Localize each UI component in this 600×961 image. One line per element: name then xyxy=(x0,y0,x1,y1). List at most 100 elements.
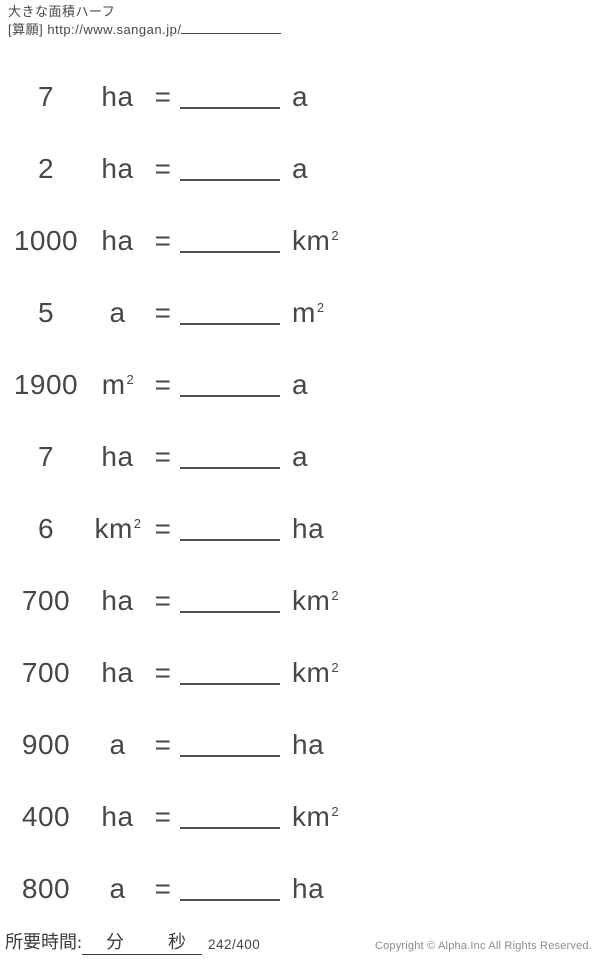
answer-blank xyxy=(180,179,280,181)
copyright-notice: Copyright © Alpha.Inc All Rights Reserve… xyxy=(374,940,592,952)
unit-text: km xyxy=(292,225,331,256)
problem-to-unit: m2 xyxy=(292,297,325,329)
problem-value: 400 xyxy=(21,801,71,832)
problem-to-unit: km2 xyxy=(292,657,339,689)
answer-blank xyxy=(180,467,280,469)
unit-text: ha xyxy=(101,585,134,616)
unit-exponent: 2 xyxy=(316,300,325,315)
problem-to-unit: ha xyxy=(292,729,325,761)
problem-to-unit: a xyxy=(292,441,309,473)
problem-to-unit: a xyxy=(292,81,309,113)
problem-row: 400 ha = km2 xyxy=(0,781,600,853)
problem-from-unit: a xyxy=(88,297,148,329)
problem-value: 2 xyxy=(37,153,55,184)
source-url-link[interactable]: http://www.sangan.jp/ xyxy=(47,22,182,37)
answer-blank xyxy=(180,323,280,325)
problem-value: 1000 xyxy=(13,225,79,256)
answer-blank xyxy=(180,107,280,109)
problem-row: 7 ha = a xyxy=(0,61,600,133)
problem-value: 7 xyxy=(37,441,55,472)
unit-text: km xyxy=(94,513,133,544)
equals-sign: = xyxy=(154,441,172,472)
unit-exponent: 2 xyxy=(126,372,135,387)
answer-blank xyxy=(180,755,280,757)
unit-exponent: 2 xyxy=(331,588,340,603)
problem-from-unit: ha xyxy=(88,225,148,257)
unit-text: m xyxy=(292,297,316,328)
minutes-label: 分 xyxy=(106,932,125,952)
seconds-label: 秒 xyxy=(168,932,187,952)
unit-text: ha xyxy=(292,513,325,544)
answer-blank xyxy=(180,611,280,613)
equals-sign: = xyxy=(154,729,172,760)
equals-sign: = xyxy=(154,297,172,328)
answer-blank xyxy=(180,899,280,901)
seconds-blank xyxy=(124,947,168,948)
problem-from-unit: ha xyxy=(88,441,148,473)
problem-from-unit: a xyxy=(88,873,148,905)
unit-exponent: 2 xyxy=(331,228,340,243)
unit-text: a xyxy=(292,81,309,112)
equals-sign: = xyxy=(154,153,172,184)
answer-blank xyxy=(180,251,280,253)
problem-to-unit: ha xyxy=(292,513,325,545)
equals-sign: = xyxy=(154,369,172,400)
time-taken-label: 所要時間: xyxy=(5,932,83,952)
problem-value: 900 xyxy=(21,729,71,760)
problem-to-unit: ha xyxy=(292,873,325,905)
unit-text: ha xyxy=(101,225,134,256)
answer-blank xyxy=(180,539,280,541)
unit-text: a xyxy=(292,441,309,472)
answer-blank xyxy=(180,683,280,685)
worksheet-header: 大きな面積ハーフ [算願] http://www.sangan.jp/ xyxy=(8,4,282,38)
unit-text: a xyxy=(292,369,309,400)
unit-text: ha xyxy=(292,873,325,904)
unit-text: a xyxy=(109,297,126,328)
unit-text: km xyxy=(292,585,331,616)
equals-sign: = xyxy=(154,873,172,904)
problem-value: 6 xyxy=(37,513,55,544)
problem-row: 900 a = ha xyxy=(0,709,600,781)
problem-from-unit: ha xyxy=(88,657,148,689)
problem-value: 5 xyxy=(37,297,55,328)
unit-exponent: 2 xyxy=(331,660,340,675)
problem-row: 700 ha = km2 xyxy=(0,637,600,709)
problem-row: 1000 ha = km2 xyxy=(0,205,600,277)
problem-row: 5 a = m2 xyxy=(0,277,600,349)
problem-to-unit: km2 xyxy=(292,225,339,257)
unit-exponent: 2 xyxy=(133,516,142,531)
source-line: [算願] http://www.sangan.jp/ xyxy=(8,21,282,38)
page-indicator: 242/400 xyxy=(208,937,261,952)
unit-text: ha xyxy=(101,81,134,112)
time-taken-row: 所要時間: 分 秒 xyxy=(5,928,203,955)
problem-value: 800 xyxy=(21,873,71,904)
problem-value: 700 xyxy=(21,657,71,688)
minutes-blank xyxy=(82,947,106,948)
unit-text: ha xyxy=(101,153,134,184)
problem-row: 6 km2 = ha xyxy=(0,493,600,565)
problem-to-unit: km2 xyxy=(292,585,339,617)
blank-tail xyxy=(186,947,202,948)
unit-text: a xyxy=(109,729,126,760)
unit-text: km xyxy=(292,801,331,832)
unit-exponent: 2 xyxy=(331,804,340,819)
unit-text: a xyxy=(292,153,309,184)
problem-from-unit: km2 xyxy=(88,513,148,545)
problem-row: 800 a = ha xyxy=(0,853,600,925)
equals-sign: = xyxy=(154,657,172,688)
problem-from-unit: ha xyxy=(88,801,148,833)
problem-from-unit: ha xyxy=(88,585,148,617)
unit-text: ha xyxy=(101,657,134,688)
problem-row: 700 ha = km2 xyxy=(0,565,600,637)
problem-row: 2 ha = a xyxy=(0,133,600,205)
unit-text: ha xyxy=(101,801,134,832)
unit-text: m xyxy=(101,369,126,400)
problem-from-unit: ha xyxy=(88,153,148,185)
problem-from-unit: ha xyxy=(88,81,148,113)
source-prefix: [算願] xyxy=(8,22,44,37)
worksheet-title: 大きな面積ハーフ xyxy=(8,4,116,19)
unit-text: ha xyxy=(101,441,134,472)
equals-sign: = xyxy=(154,801,172,832)
equals-sign: = xyxy=(154,225,172,256)
problem-row: 7 ha = a xyxy=(0,421,600,493)
